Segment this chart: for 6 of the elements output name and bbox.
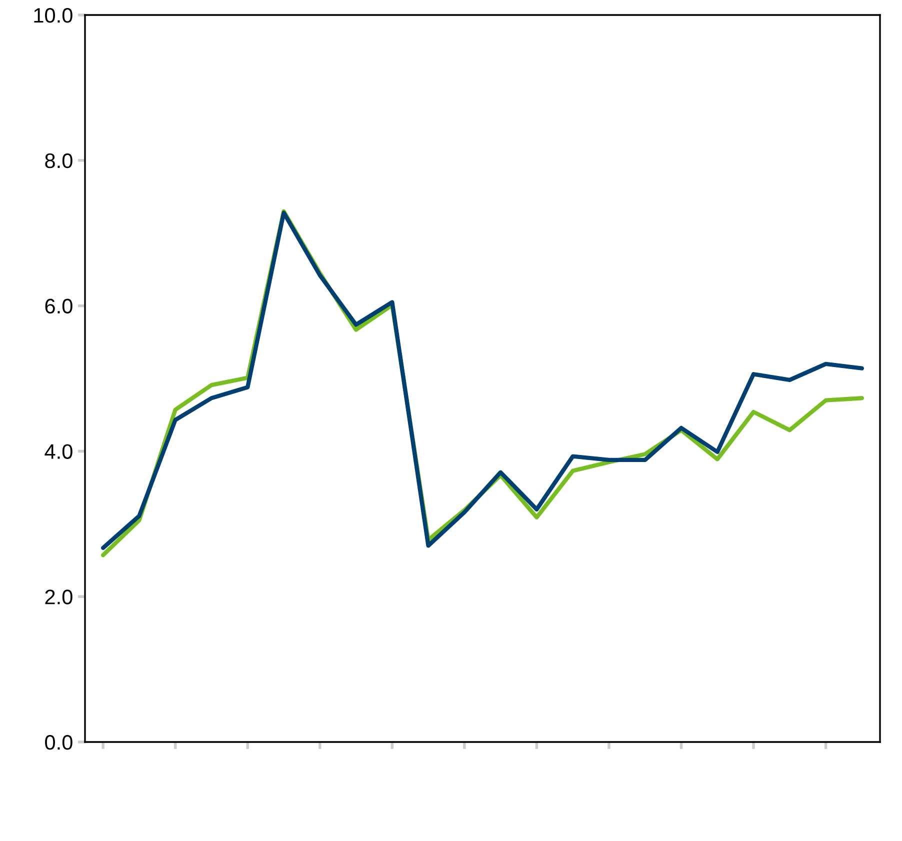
y-tick-label: 8.0 [45,153,72,168]
y-tick-label: 2.0 [45,590,72,604]
y-tick-label: 4.0 [44,444,72,459]
y-tick-label: 10.0 [34,8,72,23]
y-tick-label: 6.0 [45,298,72,314]
y-tick-label: 0.0 [45,735,72,750]
